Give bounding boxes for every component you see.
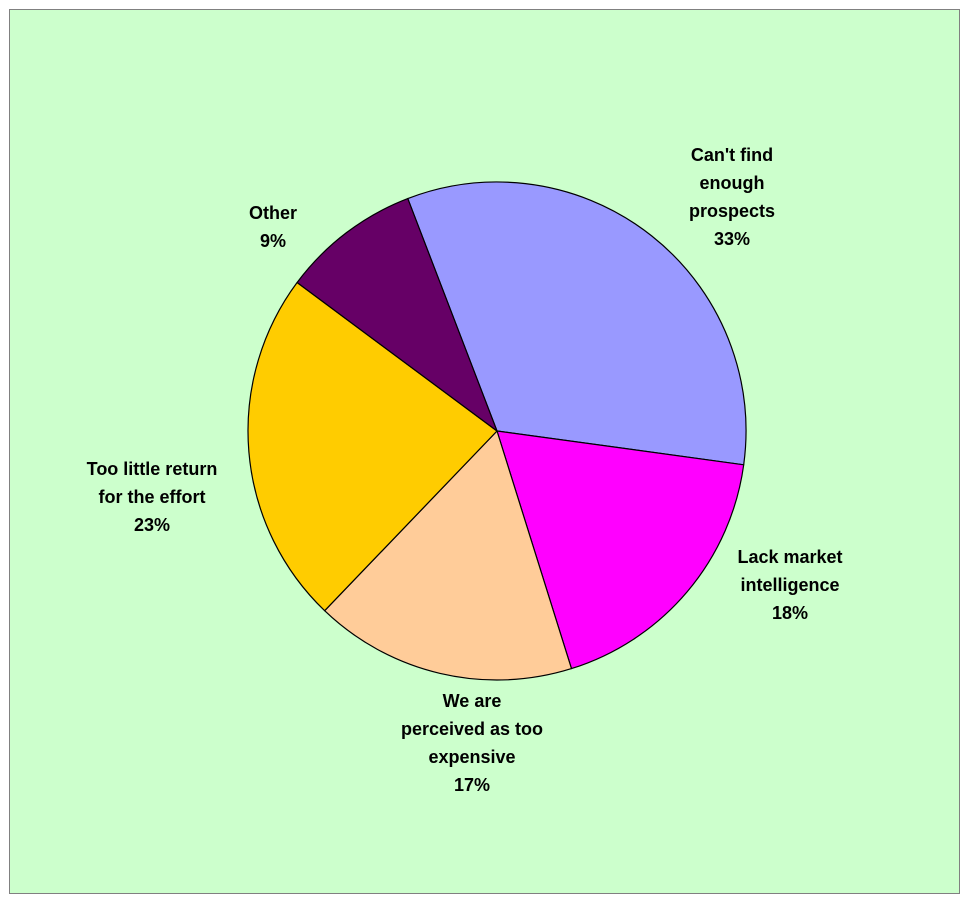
pie-label-line: intelligence	[740, 575, 839, 595]
pie-slices	[247, 181, 747, 681]
pie-slice-3	[324, 430, 573, 681]
pie-label-line: Too little return	[87, 459, 218, 479]
pie-labels: Can't find enough prospects 33% Lack market i…	[87, 145, 843, 795]
pie-label-line: 23%	[134, 515, 170, 535]
pie-label-line: 9%	[260, 231, 286, 251]
pie-label-line: Other	[249, 203, 297, 223]
pie-slice-4	[247, 281, 498, 612]
pie-label-3: We are perceived as too expensive 17%	[401, 691, 543, 795]
pie-label-line: Can't find	[691, 145, 773, 165]
pie-label-line: We are	[443, 691, 502, 711]
pie-slice-5	[296, 197, 498, 432]
pie-slice-1	[407, 181, 747, 466]
pie-label-line: expensive	[428, 747, 515, 767]
pie-label-line: 17%	[454, 775, 490, 795]
pie-label-line: enough	[700, 173, 765, 193]
pie-label-5: Other 9%	[249, 203, 297, 251]
pie-label-line: perceived as too	[401, 719, 543, 739]
pie-label-line: prospects	[689, 201, 775, 221]
pie-label-line: Lack market	[737, 547, 842, 567]
pie-label-line: 33%	[714, 229, 750, 249]
pie-label-1: Can't find enough prospects 33%	[689, 145, 775, 249]
pie-slice-2	[496, 430, 745, 670]
pie-label-2: Lack market intelligence 18%	[737, 547, 842, 623]
pie-label-4: Too little return for the effort 23%	[87, 459, 218, 535]
pie-label-line: for the effort	[99, 487, 206, 507]
pie-label-line: 18%	[772, 603, 808, 623]
